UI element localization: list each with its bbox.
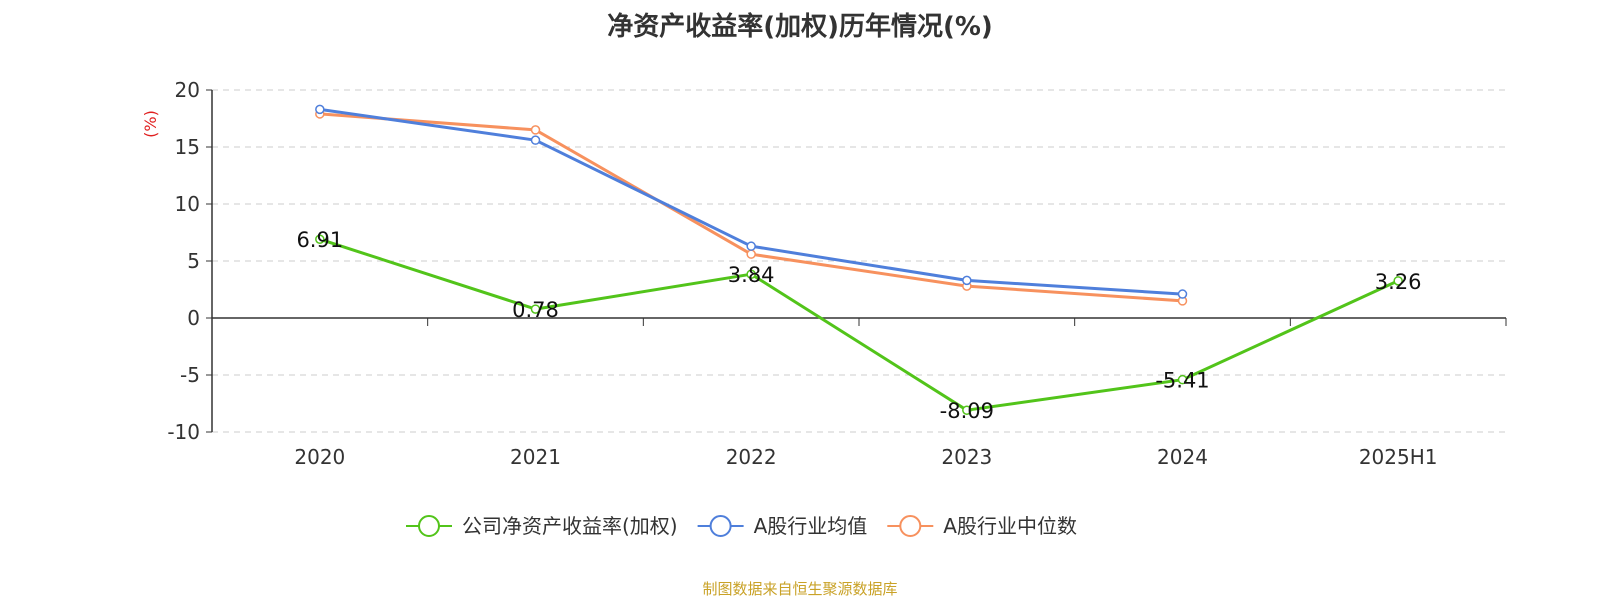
data-point: [1177, 374, 1188, 385]
data-point: [530, 125, 541, 135]
series-line: [319, 237, 1399, 412]
data-label: 3.26: [1375, 270, 1422, 294]
x-tick-label: 2024: [1157, 445, 1208, 469]
data-label: 6.91: [296, 228, 343, 252]
data-point: [1393, 276, 1403, 286]
legend: 公司净资产收益率(加权) A股行业均值 A股行业中位数: [406, 514, 1077, 538]
y-tick-label: 20: [175, 78, 200, 102]
y-tick-label: 15: [175, 135, 200, 159]
data-point: [746, 249, 756, 259]
source-note: 制图数据来自恒生聚源数据库: [702, 580, 898, 598]
y-axis-label: (%): [141, 110, 160, 138]
y-tick-label: 0: [187, 306, 200, 330]
data-label: 3.84: [728, 263, 775, 287]
axes: -10 -5 0 5 10 15 20 (%) 2020 2021 2022 2023 2024 2025…: [141, 78, 1507, 469]
legend-label: A股行业中位数: [943, 514, 1077, 538]
legend-swatch-marker: [418, 515, 440, 537]
legend-label: A股行业均值: [754, 514, 868, 538]
chart-title: 净资产收益率(加权)历年情况(%): [607, 12, 993, 42]
data-labels: 6.91 0.78 3.84 -8.09 -5.41 3.26: [296, 228, 1421, 423]
data-point: [530, 304, 541, 314]
x-tick-label: 2025H1: [1359, 445, 1438, 469]
data-point: [315, 234, 325, 244]
legend-swatch-marker: [899, 515, 922, 537]
y-tick-label: -10: [167, 420, 200, 444]
data-point: [746, 241, 756, 251]
data-point: [962, 275, 972, 286]
data-label: -8.09: [940, 399, 994, 423]
data-label: 0.78: [512, 298, 559, 322]
y-tick-label: -5: [180, 363, 200, 387]
x-tick-label: 2022: [726, 445, 777, 469]
y-tick-label: 10: [175, 192, 200, 216]
data-point: [746, 269, 756, 279]
legend-label: 公司净资产收益率(加权): [462, 514, 678, 538]
data-point: [530, 135, 541, 145]
data-point: [315, 104, 325, 115]
data-label: -5.41: [1155, 369, 1209, 393]
data-point: [962, 405, 972, 415]
series-layer: [315, 104, 1403, 415]
data-point: [1177, 289, 1188, 299]
y-tick-label: 5: [187, 249, 200, 273]
legend-swatch-marker: [709, 515, 732, 537]
x-tick-label: 2021: [510, 445, 561, 469]
x-tick-label: 2023: [941, 445, 992, 469]
x-tick-label: 2020: [294, 445, 345, 469]
grid-lines: [212, 89, 1506, 433]
